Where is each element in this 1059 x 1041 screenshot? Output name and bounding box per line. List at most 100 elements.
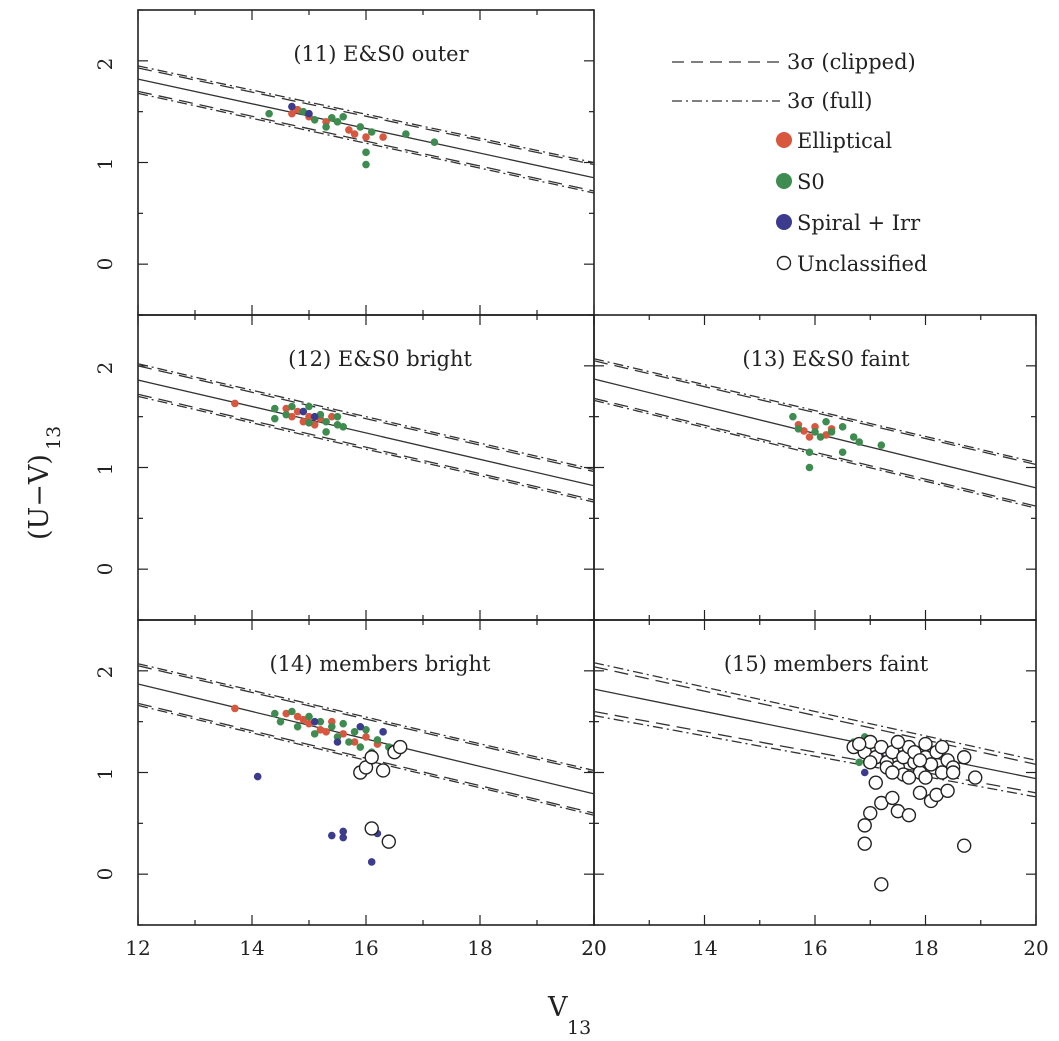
y-tick-label: 0	[93, 258, 117, 271]
data-point-spiral-irr	[333, 738, 342, 746]
data-point-elliptical	[288, 412, 296, 421]
data-point-s0	[805, 463, 814, 472]
data-point-unclassified	[968, 770, 983, 785]
data-point-elliptical	[293, 105, 302, 114]
y-tick-label: 0	[93, 563, 117, 576]
data-point-unclassified	[901, 770, 917, 785]
y-tick-label: 0	[93, 868, 117, 881]
data-point-s0	[362, 160, 370, 169]
data-point-elliptical	[299, 417, 308, 426]
legend-spiral-label: Spiral + Irr	[797, 211, 921, 235]
data-point-s0	[271, 709, 279, 718]
data-point-elliptical	[316, 726, 325, 734]
data-point-unclassified	[885, 790, 900, 806]
y-tick-label: 1	[93, 158, 117, 171]
data-point-s0	[333, 118, 342, 126]
panel-title-15: (15) members faint	[724, 652, 929, 676]
full-band-line	[593, 662, 1037, 761]
data-point-s0	[339, 112, 348, 121]
full-band-line	[137, 92, 595, 194]
data-point-s0	[310, 116, 319, 124]
data-point-s0	[816, 433, 825, 441]
data-point-spiral-irr	[367, 858, 376, 866]
fit-line	[593, 688, 1037, 780]
data-point-s0	[838, 423, 847, 431]
fit-line	[137, 379, 595, 487]
panel-14	[137, 619, 595, 926]
data-point-s0	[855, 758, 863, 767]
data-point-unclassified	[956, 750, 972, 765]
full-band-line	[593, 358, 1037, 464]
data-point-s0	[430, 138, 439, 146]
data-point-s0	[855, 438, 863, 446]
data-point-unclassified	[912, 785, 928, 801]
data-point-s0	[838, 448, 847, 457]
data-point-unclassified	[863, 805, 878, 821]
full-band-line	[137, 65, 595, 164]
clipped-band-line	[137, 665, 595, 774]
data-point-elliptical	[231, 399, 239, 408]
panel-15	[593, 619, 1037, 926]
data-point-unclassified	[912, 753, 928, 768]
data-point-s0	[328, 113, 336, 122]
data-point-s0	[367, 128, 376, 136]
legend: 3σ (clipped) 3σ (full) Elliptical S0 Spi…	[672, 50, 927, 276]
legend-unclassified-marker	[776, 255, 792, 271]
data-point-elliptical	[293, 407, 302, 416]
data-point-elliptical	[299, 715, 308, 724]
data-point-unclassified	[918, 736, 933, 752]
data-point-elliptical	[345, 126, 353, 134]
data-point-s0	[849, 433, 858, 441]
legend-elliptical-label: Elliptical	[797, 129, 892, 153]
data-point-elliptical	[293, 712, 302, 721]
data-point-s0	[362, 726, 370, 734]
data-point-s0	[305, 712, 313, 721]
data-point-s0	[316, 717, 325, 726]
clipped-band-line	[593, 666, 1037, 766]
data-point-s0	[811, 428, 819, 436]
x-tick-label: 16	[353, 936, 378, 960]
data-point-elliptical	[282, 404, 291, 413]
x-tick-label: 18	[467, 936, 492, 960]
data-point-spiral-irr	[356, 722, 365, 731]
panel-title-13: (13) E&S0 faint	[742, 347, 910, 371]
data-point-s0	[345, 738, 353, 746]
data-point-s0	[271, 404, 279, 413]
data-point-unclassified	[364, 821, 379, 836]
data-point-unclassified	[381, 834, 396, 849]
clipped-band-line	[137, 393, 595, 501]
data-point-s0	[789, 412, 797, 421]
data-point-s0	[288, 707, 296, 716]
y-tick-label: 2	[93, 58, 117, 71]
legend-full-label: 3σ (full)	[787, 89, 873, 113]
x-axis-title-main: V	[547, 992, 568, 1023]
data-point-elliptical	[328, 412, 336, 421]
data-point-spiral-irr	[339, 833, 348, 842]
data-point-spiral-irr	[860, 768, 869, 777]
data-point-unclassified	[885, 765, 900, 780]
data-point-s0	[299, 107, 308, 116]
legend-clipped-label: 3σ (clipped)	[787, 50, 916, 74]
data-point-spiral-irr	[379, 728, 387, 736]
data-point-unclassified	[868, 775, 883, 790]
clipped-band-line	[137, 90, 595, 192]
data-point-elliptical	[288, 109, 296, 118]
y-tick-label: 2	[93, 666, 117, 679]
data-point-s0	[333, 412, 342, 421]
data-point-elliptical	[379, 133, 387, 141]
data-point-elliptical	[310, 421, 319, 429]
data-point-spiral-irr	[339, 827, 348, 836]
data-point-s0	[288, 402, 296, 411]
data-point-s0	[305, 402, 313, 411]
data-point-unclassified	[945, 765, 961, 780]
data-point-s0	[362, 148, 370, 157]
data-point-s0	[276, 717, 285, 726]
y-tick-label: 1	[93, 463, 117, 476]
x-tick-label: 12	[125, 936, 150, 960]
panel-title-12: (12) E&S0 bright	[288, 347, 472, 371]
full-band-line	[137, 663, 595, 772]
data-point-unclassified	[874, 877, 889, 892]
data-point-unclassified	[857, 836, 872, 851]
data-point-s0	[356, 743, 365, 751]
clipped-band-line	[137, 67, 595, 166]
